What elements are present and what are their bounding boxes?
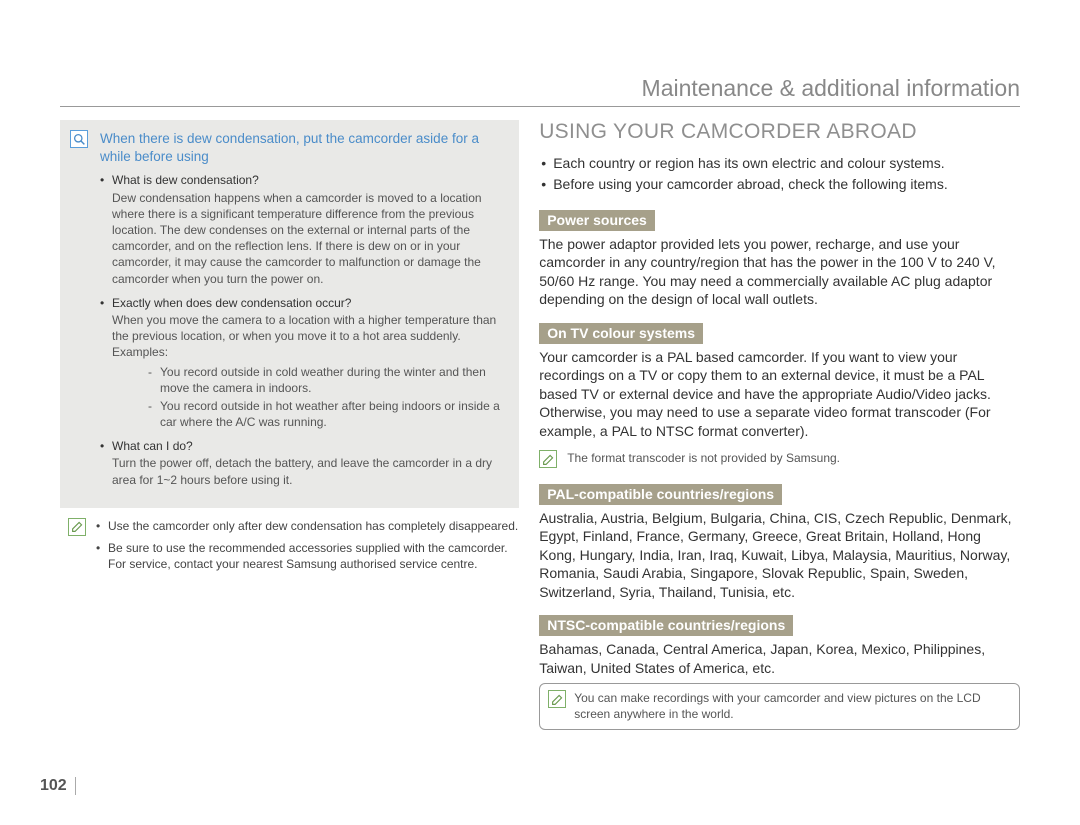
power-body: The power adaptor provided lets you powe…: [539, 235, 1020, 309]
left-column: When there is dew condensation, put the …: [40, 120, 519, 730]
callout-q: What is dew condensation?: [112, 172, 507, 188]
note-list: Use the camcorder only after dew condens…: [96, 518, 519, 579]
intro-item: Each country or region has its own elect…: [539, 154, 1020, 173]
right-column: USING YOUR CAMCORDER ABROAD Each country…: [539, 120, 1020, 730]
tv-note-text: The format transcoder is not provided by…: [567, 450, 1020, 468]
note-item: Be sure to use the recommended accessori…: [96, 540, 519, 572]
pencil-icon: [548, 690, 566, 708]
pal-body: Australia, Austria, Belgium, Bulgaria, C…: [539, 509, 1020, 601]
left-notes: Use the camcorder only after dew condens…: [60, 518, 519, 579]
intro-item: Before using your camcorder abroad, chec…: [539, 175, 1020, 194]
callout-sublist: You record outside in cold weather durin…: [140, 364, 507, 431]
pencil-icon: [68, 518, 86, 536]
callout-item: What is dew condensation? Dew condensati…: [100, 172, 507, 286]
callout-title: When there is dew condensation, put the …: [100, 130, 507, 166]
tv-heading: On TV colour systems: [539, 323, 703, 344]
callout-list: What is dew condensation? Dew condensati…: [100, 172, 507, 487]
callout-subitem: You record outside in cold weather durin…: [140, 364, 507, 396]
ntsc-heading: NTSC-compatible countries/regions: [539, 615, 793, 636]
callout-a: Dew condensation happens when a camcorde…: [112, 190, 507, 287]
callout-q: Exactly when does dew condensation occur…: [112, 295, 507, 311]
pencil-icon: [539, 450, 557, 468]
pal-heading: PAL-compatible countries/regions: [539, 484, 782, 505]
intro-list: Each country or region has its own elect…: [539, 154, 1020, 194]
callout-item: Exactly when does dew condensation occur…: [100, 295, 507, 431]
tv-note: The format transcoder is not provided by…: [539, 450, 1020, 468]
callout-q: What can I do?: [112, 438, 507, 454]
note-item: Use the camcorder only after dew condens…: [96, 518, 519, 534]
page-number: 102: [40, 777, 76, 795]
ntsc-body: Bahamas, Canada, Central America, Japan,…: [539, 640, 1020, 677]
page-header: Maintenance & additional information: [60, 75, 1020, 107]
power-heading: Power sources: [539, 210, 655, 231]
callout-a: When you move the camera to a location w…: [112, 312, 507, 361]
ntsc-note: You can make recordings with your camcor…: [539, 683, 1020, 729]
callout-subitem: You record outside in hot weather after …: [140, 398, 507, 430]
callout-a: Turn the power off, detach the battery, …: [112, 455, 507, 487]
dew-callout: When there is dew condensation, put the …: [60, 120, 519, 508]
ntsc-note-text: You can make recordings with your camcor…: [574, 690, 1011, 722]
section-title: USING YOUR CAMCORDER ABROAD: [539, 120, 1020, 144]
callout-item: What can I do? Turn the power off, detac…: [100, 438, 507, 488]
tv-body: Your camcorder is a PAL based camcorder.…: [539, 348, 1020, 440]
header-title: Maintenance & additional information: [642, 75, 1020, 101]
magnifier-icon: [70, 130, 88, 148]
